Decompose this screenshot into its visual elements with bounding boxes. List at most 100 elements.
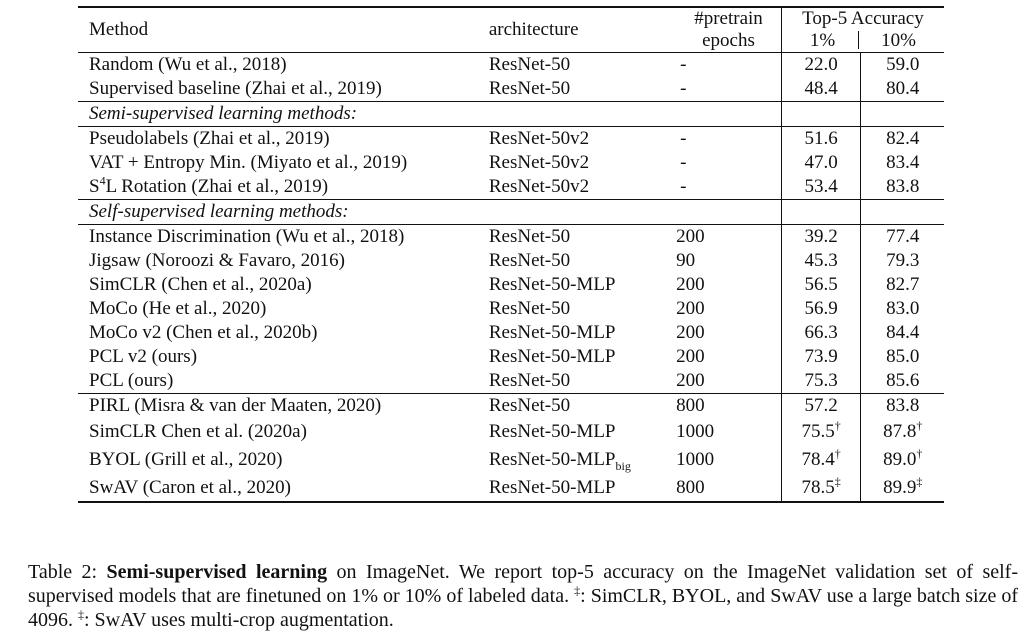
dagger-mark: † bbox=[834, 418, 841, 433]
cell-epochs: - bbox=[680, 152, 687, 174]
section-spacer-10 bbox=[860, 198, 944, 225]
cell-acc1: 75.5† bbox=[780, 417, 861, 446]
cell-acc10: 83.8 bbox=[860, 392, 944, 418]
cell-acc1: 78.5‡ bbox=[780, 473, 861, 503]
header-architecture: architecture bbox=[488, 19, 579, 41]
cell-epochs: 200 bbox=[676, 223, 782, 249]
cell-arch: ResNet-50v2 bbox=[488, 125, 677, 151]
cell-acc10: 83.4 bbox=[860, 150, 944, 175]
cell-arch: ResNet-50-MLP bbox=[488, 274, 616, 296]
cell-arch: ResNet-50-MLP bbox=[488, 322, 616, 344]
header-accuracy-split: 1% 10% bbox=[796, 30, 930, 52]
method-superscript: 4 bbox=[99, 173, 106, 188]
cell-acc1-best: 75.3 bbox=[780, 368, 861, 394]
acc10-value: 87.8 bbox=[883, 421, 917, 443]
cell-arch: ResNet-50 bbox=[488, 298, 571, 320]
caption-text-3: : SwAV uses multi-crop augmentation. bbox=[84, 609, 394, 631]
acc1-value: 78.5 bbox=[801, 476, 835, 498]
section-header-self: Self-supervised learning methods: bbox=[78, 198, 944, 225]
cell-arch: ResNet-50 bbox=[488, 223, 677, 249]
method-prefix: S bbox=[89, 176, 100, 198]
header-pretrain-line1: #pretrain bbox=[694, 8, 763, 29]
cell-acc10: 79.3 bbox=[860, 248, 944, 273]
table-row: S4L Rotation (Zhai et al., 2019) ResNet-… bbox=[78, 174, 944, 200]
cell-epochs: - bbox=[680, 78, 687, 100]
dagger-mark: † bbox=[916, 418, 923, 433]
arch-subscript: big bbox=[615, 458, 631, 473]
cell-acc1: 78.4† bbox=[780, 445, 861, 474]
caption-mark-2: ‡ bbox=[78, 607, 84, 622]
cell-method: VAT + Entropy Min. (Miyato et al., 2019) bbox=[89, 152, 408, 174]
table-row: SimCLR (Chen et al., 2020a) ResNet-50-ML… bbox=[78, 272, 944, 297]
section-title-semi: Semi-supervised learning methods: bbox=[78, 100, 782, 127]
cell-acc10: 83.0 bbox=[860, 296, 944, 321]
cell-epochs: 800 bbox=[676, 473, 782, 503]
header-10pct: 10% bbox=[881, 29, 916, 51]
cell-acc10: 84.4 bbox=[860, 320, 944, 345]
table-row: Jigsaw (Noroozi & Favaro, 2016) ResNet-5… bbox=[78, 248, 944, 273]
cell-arch: ResNet-50 bbox=[488, 51, 677, 77]
section-spacer-1 bbox=[780, 198, 861, 225]
acc10-value: 89.0 bbox=[883, 449, 917, 471]
cell-acc10: 82.7 bbox=[860, 272, 944, 297]
cell-acc10: 87.8† bbox=[860, 417, 944, 446]
dagger-mark: † bbox=[916, 446, 923, 461]
table-row: VAT + Entropy Min. (Miyato et al., 2019)… bbox=[78, 150, 944, 175]
table-row: BYOL (Grill et al., 2020) ResNet-50-MLPb… bbox=[78, 445, 944, 474]
dagger-mark: † bbox=[834, 446, 841, 461]
arch-name: ResNet-50-MLP bbox=[488, 449, 616, 471]
cell-acc10: 77.4 bbox=[860, 223, 944, 249]
method-rest: L Rotation (Zhai et al., 2019) bbox=[105, 176, 329, 198]
table-row: SwAV (Caron et al., 2020) ResNet-50-MLP … bbox=[78, 473, 944, 503]
cell-epochs: 800 bbox=[676, 392, 782, 418]
cell-method: SimCLR Chen et al. (2020a) bbox=[89, 421, 307, 443]
cell-arch: ResNet-50-MLPbig bbox=[489, 446, 676, 474]
cell-method: S4L Rotation (Zhai et al., 2019) bbox=[78, 175, 489, 200]
cell-acc10: 82.4 bbox=[860, 125, 944, 151]
acc10-value: 89.9 bbox=[883, 476, 917, 498]
header-accuracy-title: Top-5 Accuracy bbox=[802, 8, 924, 29]
caption-label: Table 2: bbox=[28, 561, 107, 583]
cell-acc10: 89.0† bbox=[860, 445, 944, 474]
table-row: Random (Wu et al., 2018) ResNet-50 - 22.… bbox=[78, 51, 944, 77]
table-row: PIRL (Misra & van der Maaten, 2020) ResN… bbox=[78, 392, 944, 418]
cell-method: Pseudolabels (Zhai et al., 2019) bbox=[78, 125, 489, 151]
cell-epochs: 1000 bbox=[676, 421, 715, 443]
cell-acc1: 66.3 bbox=[780, 320, 861, 345]
cell-method: PCL (ours) bbox=[89, 370, 174, 392]
cell-arch: ResNet-50 bbox=[488, 370, 571, 392]
cell-method: Random (Wu et al., 2018) bbox=[78, 51, 489, 77]
cell-acc10: 89.9‡ bbox=[860, 473, 944, 503]
results-table: Method architecture #pretrain epochs Top… bbox=[78, 6, 944, 503]
cell-acc10: 83.8 bbox=[860, 174, 944, 200]
cell-acc1: 22.0 bbox=[780, 51, 861, 77]
cell-epochs: 200 bbox=[676, 274, 705, 296]
cell-arch: ResNet-50-MLP bbox=[488, 421, 616, 443]
header-method: Method bbox=[89, 19, 149, 41]
cell-epochs: 1000 bbox=[676, 449, 715, 471]
header-1pct: 1% bbox=[809, 29, 836, 51]
cell-acc10-best: 85.6 bbox=[860, 368, 944, 394]
cell-epochs: 200 bbox=[676, 346, 705, 368]
section-header-semi: Semi-supervised learning methods: bbox=[78, 100, 944, 127]
cell-method: Jigsaw (Noroozi & Favaro, 2016) bbox=[89, 250, 345, 272]
header-pretrain-epochs: #pretrain epochs bbox=[676, 7, 781, 52]
table-row: SimCLR Chen et al. (2020a) ResNet-50-MLP… bbox=[78, 417, 944, 446]
cell-method: PCL v2 (ours) bbox=[89, 346, 198, 368]
cell-method: PIRL (Misra & van der Maaten, 2020) bbox=[78, 392, 489, 418]
cell-acc1: 45.3 bbox=[780, 248, 861, 273]
cell-epochs: 90 bbox=[676, 250, 696, 272]
cell-acc10: 59.0 bbox=[860, 51, 944, 77]
double-dagger-mark: ‡ bbox=[834, 474, 841, 489]
cell-method: SimCLR (Chen et al., 2020a) bbox=[89, 274, 312, 296]
cell-acc1: 73.9 bbox=[780, 344, 861, 369]
cell-acc1: 51.6 bbox=[780, 125, 861, 151]
cell-arch: ResNet-50-MLP bbox=[488, 473, 677, 503]
cell-acc1: 57.2 bbox=[780, 392, 861, 418]
cell-epochs: 200 bbox=[676, 370, 705, 392]
cell-acc1: 39.2 bbox=[780, 223, 861, 249]
table-header-row: Method architecture #pretrain epochs Top… bbox=[78, 7, 944, 53]
cell-method: Supervised baseline (Zhai et al., 2019) bbox=[89, 78, 382, 100]
cell-epochs: - bbox=[676, 125, 782, 151]
